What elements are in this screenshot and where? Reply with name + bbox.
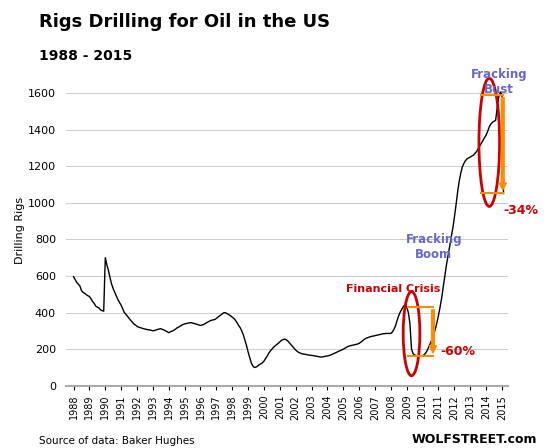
Y-axis label: Drilling Rigs: Drilling Rigs [15, 197, 25, 264]
Text: Rigs Drilling for Oil in the US: Rigs Drilling for Oil in the US [39, 13, 330, 31]
Text: Financial Crisis: Financial Crisis [346, 284, 440, 294]
Text: Source of data: Baker Hughes: Source of data: Baker Hughes [39, 436, 194, 446]
Text: Fracking
Boom: Fracking Boom [406, 233, 462, 261]
Text: WOLFSTREET.com: WOLFSTREET.com [412, 433, 537, 446]
Text: -60%: -60% [440, 345, 475, 358]
Text: Fracking
Bust: Fracking Bust [471, 68, 527, 96]
Text: 1988 - 2015: 1988 - 2015 [39, 49, 132, 63]
Text: -34%: -34% [504, 203, 539, 216]
